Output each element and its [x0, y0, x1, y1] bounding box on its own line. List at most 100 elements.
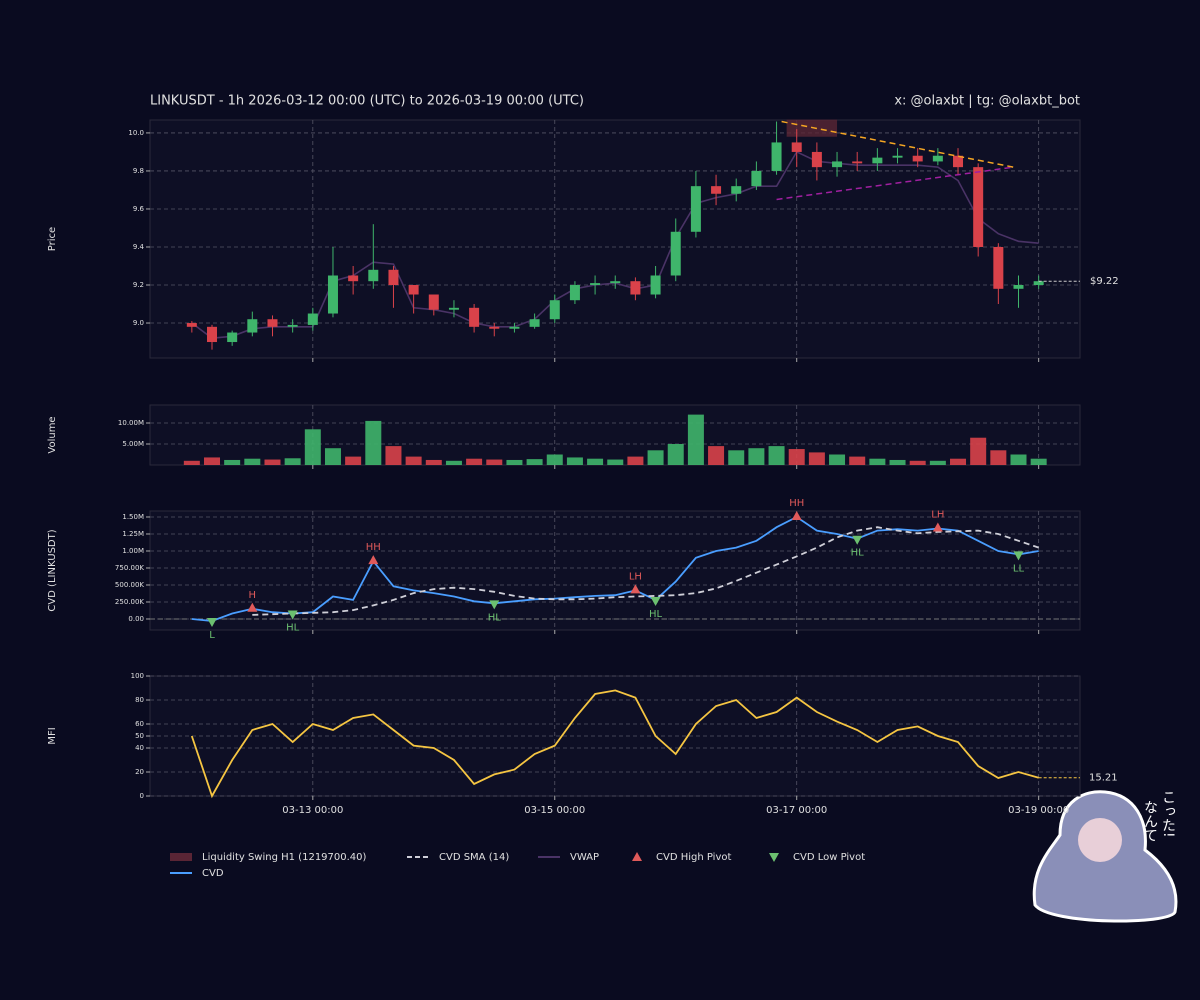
pivot-label: HL [649, 609, 663, 620]
x-tick-label: 03-19 00:00 [1008, 805, 1069, 816]
legend-swatch [769, 853, 779, 862]
volume-bar [304, 429, 321, 465]
candle-body [912, 155, 923, 162]
pivot-marker [630, 584, 641, 594]
y-tick-label: 9.6 [133, 205, 145, 213]
candle-body [247, 319, 258, 333]
volume-bar [324, 448, 341, 465]
y-tick-label: 250.00K [115, 598, 144, 606]
y-tick-label: 10.0 [128, 129, 144, 137]
series-line [191, 515, 1039, 622]
pivot-label: LL [1013, 563, 1025, 574]
candle-body [287, 324, 298, 327]
volume-bar [566, 457, 583, 465]
pivot-marker [489, 600, 500, 610]
volume-bar [808, 452, 825, 465]
volume-bar [748, 448, 765, 465]
candle-body [1013, 285, 1024, 289]
volume-bar [486, 459, 503, 465]
volume-bar [204, 457, 220, 465]
candle-body [791, 142, 802, 152]
sticker-text: なんて [1142, 800, 1158, 842]
volume-bar [950, 458, 967, 465]
pivot-marker [852, 535, 863, 545]
volume-bar [909, 460, 926, 465]
panel-background [149, 404, 1081, 466]
candle-body [327, 275, 338, 314]
candle-body [469, 307, 480, 327]
x-tick-label: 03-17 00:00 [766, 805, 827, 816]
volume-bar [244, 458, 261, 465]
pivot-label: HH [789, 498, 804, 509]
series-line [252, 526, 1039, 616]
candle-body [711, 186, 722, 194]
pivot-label: LH [931, 510, 944, 521]
panel-background [149, 510, 1081, 631]
candle-body [549, 300, 560, 320]
pivot-marker [791, 510, 802, 520]
candle-body [227, 332, 238, 343]
pivot-marker [1013, 551, 1024, 561]
attribution: x: @olaxbt | tg: @olaxbt_bot [894, 94, 1080, 109]
candle-body [811, 151, 822, 168]
legend-swatch [632, 852, 642, 861]
pivot-marker [287, 610, 298, 620]
candle-body [630, 281, 641, 295]
y-tick-label: 1.25M [122, 530, 144, 538]
volume-bar [929, 460, 946, 465]
sticker-text: こった! [1160, 790, 1176, 838]
y-tick-label: 100 [131, 672, 144, 680]
y-tick-label: 1.00M [122, 547, 144, 555]
candle-body [872, 157, 883, 164]
y-axis-label: Volume [47, 416, 58, 453]
candle-body [1033, 281, 1044, 286]
candle-body [388, 269, 399, 286]
volume-bar [970, 437, 987, 465]
x-tick-label: 03-13 00:00 [282, 805, 343, 816]
last-value-label: 15.21 [1089, 773, 1118, 784]
legend-label: VWAP [570, 852, 599, 863]
candle-body [993, 246, 1004, 289]
candle-body [186, 323, 197, 327]
y-tick-label: 40 [135, 744, 144, 752]
legend-label: CVD High Pivot [656, 852, 731, 863]
candle-body [973, 167, 984, 247]
legend-label: CVD Low Pivot [793, 852, 865, 863]
y-tick-label: 50 [135, 732, 144, 740]
candle-body [529, 319, 540, 327]
candle-body [489, 326, 500, 329]
volume-bar [990, 450, 1007, 465]
volume-bar [385, 446, 402, 465]
volume-bar [466, 458, 483, 465]
last-price-label: $9.22 [1090, 276, 1119, 287]
volume-bar [627, 456, 644, 465]
volume-bar [546, 454, 563, 465]
volume-bar [405, 456, 422, 465]
candle-body [267, 319, 278, 327]
volume-bar [264, 459, 281, 465]
candle-body [610, 281, 621, 284]
volume-bar [587, 458, 604, 465]
y-tick-label: 9.2 [133, 281, 144, 289]
chart-title: LINKUSDT - 1h 2026-03-12 00:00 (UTC) to … [150, 94, 584, 109]
candle-body [731, 186, 742, 194]
pivot-label: L [209, 630, 215, 641]
volume-bar [869, 458, 886, 465]
candle-body [953, 155, 964, 168]
candle-body [509, 326, 520, 329]
pivot-label: LH [629, 571, 642, 582]
pivot-marker [207, 618, 217, 628]
y-axis-label: CVD (LINKUSDT) [47, 529, 58, 611]
y-axis-label: Price [47, 227, 58, 251]
volume-bar [708, 446, 725, 465]
volume-bar [687, 414, 704, 465]
volume-bar [607, 459, 624, 465]
candle-body [690, 186, 701, 232]
pivot-label: H [249, 590, 257, 601]
volume-bar [768, 446, 785, 465]
pivot-label: HL [286, 623, 300, 634]
x-tick-label: 03-15 00:00 [524, 805, 585, 816]
y-tick-label: 9.8 [133, 167, 144, 175]
y-axis-label: MFI [47, 727, 58, 744]
